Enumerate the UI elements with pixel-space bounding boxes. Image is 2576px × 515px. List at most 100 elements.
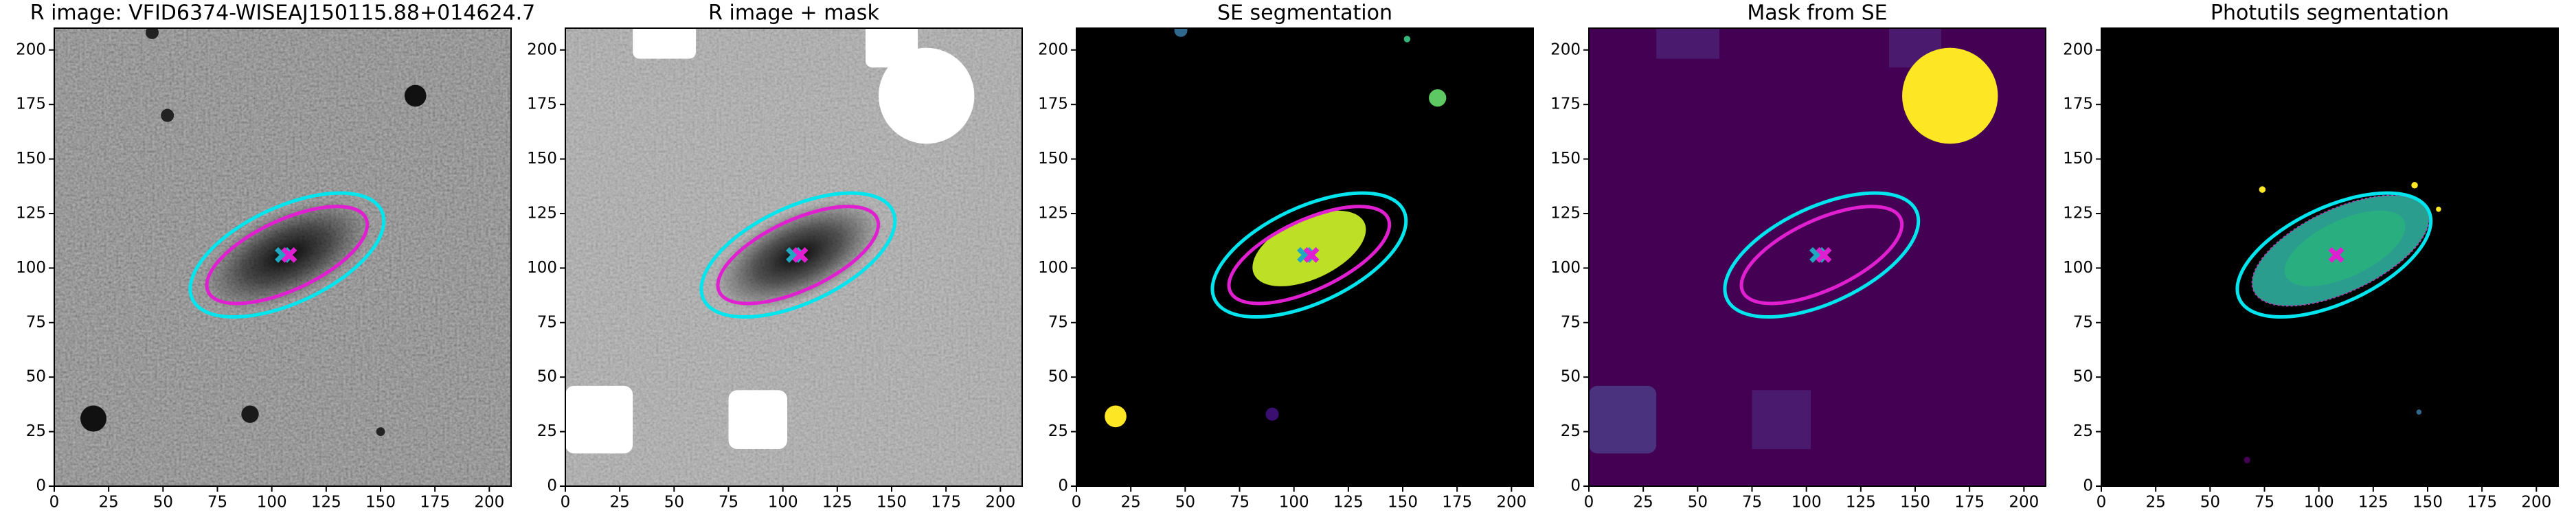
y-tick-label: 50 [1561,368,1581,386]
x-tick-label: 150 [877,494,907,512]
x-tick-label: 125 [1846,494,1876,512]
y-tick-label: 50 [1048,368,1068,386]
marker [1303,247,1320,263]
marker [1816,247,1832,263]
x-tick-label: 50 [2200,494,2220,512]
y-tick-label: 175 [16,95,46,113]
ellipse [1227,205,1392,306]
x-tick-label: 50 [1688,494,1708,512]
y-tick-label: 125 [2063,204,2093,222]
x-tick-label: 50 [1175,494,1195,512]
x-tick-label: 200 [1496,494,1526,512]
marker [2328,247,2345,263]
y-tick-label: 0 [36,477,46,495]
y-tick-label: 25 [1048,422,1068,440]
y-tick-label: 150 [1550,150,1581,168]
y-tick-label: 125 [527,204,557,222]
y-tick-label: 100 [2063,259,2093,277]
y-tick-label: 50 [537,368,557,386]
panel-title: R image: VFID6374-WISEAJ150115.88+014624… [30,1,536,25]
x-tick-label: 0 [49,494,60,512]
x-tick-label: 200 [2521,494,2551,512]
x-tick-label: 100 [2304,494,2334,512]
y-tick-label: 175 [1038,95,1068,113]
panel-title: Photutils segmentation [2211,1,2449,25]
x-tick-label: 175 [2467,494,2497,512]
y-tick-label: 25 [2073,422,2093,440]
y-tick-label: 0 [1058,477,1068,495]
y-tick-label: 150 [527,150,557,168]
ellipse [1210,191,1408,319]
y-tick-label: 100 [16,259,46,277]
y-tick-label: 25 [1561,422,1581,440]
y-tick-label: 75 [2073,313,2093,331]
x-tick-label: 100 [1279,494,1309,512]
y-tick-label: 75 [1561,313,1581,331]
ellipse [699,191,897,319]
y-tick-label: 50 [2073,368,2093,386]
x-tick-label: 75 [719,494,738,512]
x-tick-label: 75 [1742,494,1762,512]
y-tick-label: 150 [16,150,46,168]
x-tick-label: 150 [1900,494,1930,512]
x-tick-label: 200 [985,494,1015,512]
x-tick-label: 75 [1230,494,1250,512]
x-tick-label: 200 [474,494,504,512]
x-tick-label: 25 [1121,494,1141,512]
x-tick-label: 150 [2413,494,2443,512]
x-tick-label: 175 [931,494,961,512]
marker [792,247,809,263]
y-tick-label: 175 [1550,95,1581,113]
x-tick-label: 0 [1072,494,1082,512]
x-tick-label: 175 [420,494,450,512]
y-tick-label: 75 [537,313,557,331]
y-tick-label: 25 [537,422,557,440]
x-tick-label: 175 [1442,494,1472,512]
ellipse [188,191,386,319]
x-tick-label: 75 [207,494,227,512]
y-tick-label: 125 [1038,204,1068,222]
x-tick-label: 25 [2146,494,2166,512]
x-tick-label: 75 [2255,494,2274,512]
ellipse [1739,205,1904,306]
axes-frame [1076,27,1534,487]
y-tick-label: 0 [1570,477,1581,495]
axes-frame [1588,27,2046,487]
y-tick-label: 175 [527,95,557,113]
y-tick-label: 100 [1550,259,1581,277]
axes-frame [2101,27,2559,487]
x-tick-label: 100 [768,494,798,512]
y-tick-label: 200 [16,41,46,58]
axes-frame [54,27,512,487]
x-tick-label: 25 [610,494,630,512]
y-tick-label: 150 [2063,150,2093,168]
ellipse [2235,191,2433,319]
x-tick-label: 150 [1388,494,1418,512]
y-tick-label: 50 [26,368,46,386]
x-tick-label: 175 [1954,494,1985,512]
y-tick-label: 100 [527,259,557,277]
x-tick-label: 0 [561,494,571,512]
y-tick-label: 200 [2063,41,2093,58]
x-tick-label: 50 [153,494,173,512]
panel-title: R image + mask [708,1,879,25]
x-tick-label: 25 [99,494,119,512]
marker [281,247,297,263]
y-tick-label: 200 [1550,41,1581,58]
x-tick-label: 25 [1634,494,1653,512]
x-tick-label: 125 [311,494,341,512]
y-tick-label: 200 [527,41,557,58]
y-tick-label: 0 [547,477,557,495]
y-tick-label: 125 [16,204,46,222]
x-tick-label: 0 [1584,494,1594,512]
x-tick-label: 125 [2358,494,2388,512]
y-tick-label: 125 [1550,204,1581,222]
x-tick-label: 0 [2097,494,2107,512]
y-tick-label: 0 [2083,477,2093,495]
y-tick-label: 25 [26,422,46,440]
y-tick-label: 75 [26,313,46,331]
y-tick-label: 75 [1048,313,1068,331]
x-tick-label: 125 [822,494,852,512]
panel-title: Mask from SE [1747,1,1887,25]
